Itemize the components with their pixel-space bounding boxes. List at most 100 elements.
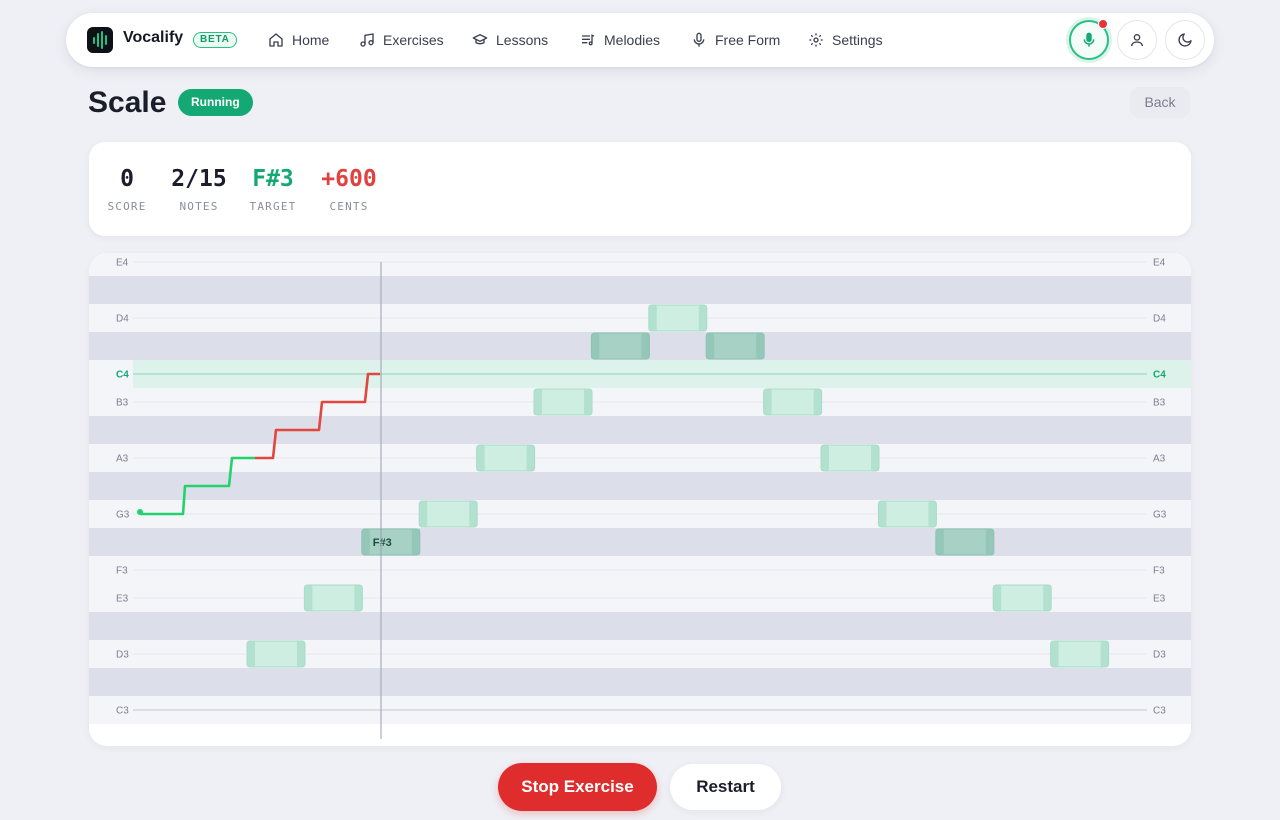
note-block-body [763,388,823,416]
note-block-body [935,528,995,556]
note-block-edge [821,445,829,471]
note-block-edge [247,641,255,667]
note-block-body [992,584,1052,612]
note-label-right: C3 [1153,706,1166,717]
microphone-icon [693,32,705,47]
exercise-note-block [763,388,823,416]
beta-badge: BETA [193,32,237,48]
note-block-edge [928,501,937,527]
note-label-right: D4 [1153,314,1166,325]
nav-settings-label: Settings [832,32,883,48]
note-label-left: B3 [116,398,129,409]
top-navbar: Vocalify BETA Home Exercises Lessons Mel… [66,13,1214,67]
note-block-body [533,388,593,416]
note-block-edge [706,333,715,359]
note-block-edge [1050,641,1059,667]
profile-button[interactable] [1117,20,1157,60]
exercise-note-block [590,332,650,360]
note-block-body [648,304,708,332]
note-block-edge [641,333,650,359]
restart-button[interactable]: Restart [670,764,781,810]
note-block-body [705,332,765,360]
app-name: Vocalify [123,29,184,46]
exercise-note-block [1050,640,1110,668]
exercise-note-block [648,304,708,332]
notes-label: NOTES [179,200,219,213]
note-block-edge [419,501,428,527]
note-block-edge [354,585,363,611]
back-button[interactable]: Back [1130,87,1190,118]
nav-melodies-label: Melodies [604,32,661,48]
note-block-edge [813,389,822,415]
moon-icon [1178,33,1192,47]
target-note-label: F#3 [373,537,392,549]
nav-home[interactable]: Home [268,28,329,52]
nav-free-form[interactable]: Free Form [691,28,780,52]
note-label-right: G3 [1153,510,1167,521]
note-block-edge [526,445,535,471]
score-value: 0 [120,166,134,192]
pitch-trace-start-dot [137,509,143,515]
exercise-note-block [418,500,478,528]
exercise-note-block [820,444,880,472]
note-block-edge [534,389,542,415]
exercise-note-block [705,332,765,360]
note-block-edge [648,305,657,331]
note-label-left: D3 [116,650,129,661]
gear-icon [809,33,823,47]
note-block-edge [411,529,420,555]
microphone-toggle-button[interactable] [1069,19,1109,60]
pitch-row [89,276,1191,304]
exercise-note-block: F#3 [361,528,421,556]
note-label-right: B3 [1153,398,1166,409]
note-block-body [590,332,650,360]
microphone-icon [1083,32,1095,47]
nav-lessons-label: Lessons [496,32,549,48]
logo-icon[interactable] [87,27,113,53]
note-block-edge [763,389,772,415]
home-icon [269,33,283,47]
theme-toggle-button[interactable] [1165,20,1205,60]
score-stat: 0 SCORE [107,164,147,213]
user-icon [1131,34,1143,47]
note-block-edge [297,641,305,667]
exercise-note-block [877,500,937,528]
note-label-left: E4 [116,258,129,269]
exercise-note-block [935,528,995,556]
nav-free-form-label: Free Form [715,32,781,48]
exercise-note-block [992,584,1052,612]
note-label-left: A3 [116,454,129,465]
note-block-body [1050,640,1110,668]
status-badge: Running [178,89,253,116]
exercise-note-block [533,388,593,416]
music-list-icon [582,34,595,46]
note-block-edge [993,585,1002,611]
note-block-edge [1100,641,1109,667]
page-title: Scale [88,86,167,119]
nav-melodies[interactable]: Melodies [580,28,660,52]
note-block-edge [698,305,707,331]
note-block-edge [476,445,485,471]
note-label-left: C4 [116,370,129,381]
note-block-edge [935,529,944,555]
sung-pitch-off-target-line [255,372,380,460]
nav-settings[interactable]: Settings [808,28,883,52]
pitch-row [89,253,1191,276]
note-block-edge [584,389,592,415]
notes-value: 2/15 [171,166,227,192]
nav-exercises[interactable]: Exercises [359,28,444,52]
pitch-chart: E4 E4 D4 D4 C4 C4 B3 B3 A3 A3 G3 G3 F3 F3 E3 E3 D3 D3 C3 C3… [89,253,1191,746]
note-block-edge [1043,585,1052,611]
note-label-left: E3 [116,594,129,605]
note-block-edge [985,529,994,555]
cents-label: CENTS [329,200,369,213]
cents-value: +600 [321,166,377,192]
stop-exercise-button[interactable]: Stop Exercise [498,763,657,811]
nav-home-label: Home [292,32,330,48]
note-label-left: C3 [116,706,129,717]
notes-stat: 2/15 NOTES [165,164,233,213]
note-block-body [476,444,536,472]
note-label-left: F3 [116,566,128,577]
pitch-row [89,416,1191,444]
nav-lessons[interactable]: Lessons [472,28,548,52]
